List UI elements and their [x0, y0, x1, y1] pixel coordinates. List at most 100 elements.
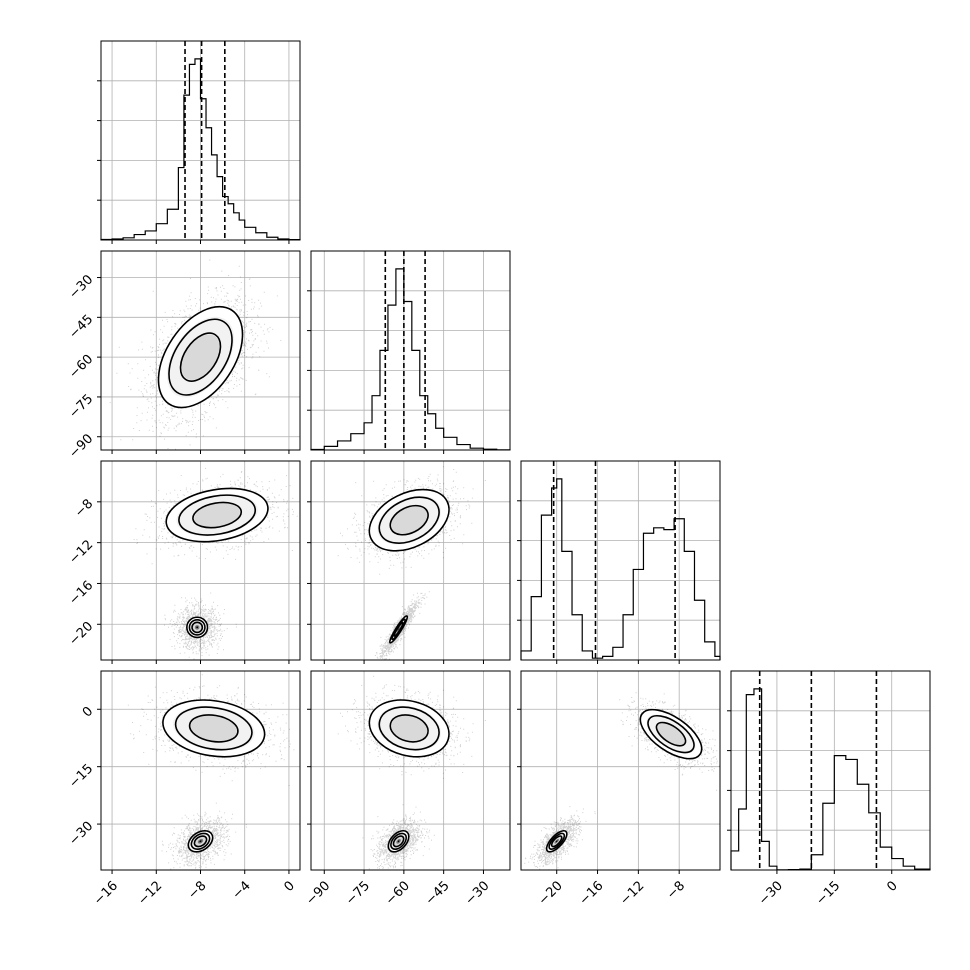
- tick-label-x: −4: [230, 878, 254, 902]
- panel-content: [337, 675, 486, 870]
- tick-label-y: −45: [66, 312, 96, 342]
- tick-label-x: −60: [383, 878, 413, 908]
- density-fill: [391, 715, 428, 742]
- density-fill: [194, 503, 240, 528]
- hist-panel-4-bg: [731, 671, 930, 870]
- density-fill: [199, 840, 202, 843]
- histogram-step: [100, 58, 301, 241]
- tick-label-x: −8: [185, 878, 209, 902]
- scatter-panel-2-4-border: [310, 670, 511, 871]
- panel-content: [133, 467, 298, 660]
- contour-line: [187, 829, 214, 853]
- contour-line: [188, 714, 239, 743]
- tick-label-x: −90: [303, 878, 333, 908]
- contour-line: [393, 621, 404, 637]
- hist-panel-2-border: [310, 250, 511, 451]
- tick-label-x: −16: [577, 878, 607, 908]
- tick-label-y: −20: [66, 619, 96, 649]
- tick-label-y: −15: [66, 761, 96, 791]
- contour-line: [545, 829, 568, 853]
- contour-line: [378, 496, 440, 544]
- contour-line: [192, 501, 243, 529]
- tick-label-x: −8: [664, 878, 688, 902]
- scatter-panel-1-3-border: [100, 460, 301, 661]
- tick-label-x: −20: [536, 878, 566, 908]
- histogram-step: [310, 268, 511, 451]
- tick-label-x: −45: [423, 878, 453, 908]
- hist-panel-2-bg: [311, 251, 510, 450]
- tick-label-y: −30: [66, 272, 96, 302]
- tick-label-x: 0: [282, 878, 298, 894]
- density-fill: [657, 723, 685, 746]
- hist-panel-3-border: [520, 460, 721, 661]
- contour-line: [174, 706, 253, 751]
- tick-label-x: −30: [756, 878, 786, 908]
- tick-label-y: −12: [66, 537, 96, 567]
- hist-panel-3-bg: [521, 461, 720, 660]
- panel-content: [524, 692, 720, 870]
- tick-label-y: −30: [66, 819, 96, 849]
- scatter-panel-2-4: −90 −75 −60 −45 −30: [303, 670, 511, 908]
- contour-line: [389, 714, 429, 743]
- panel-content: [337, 466, 486, 660]
- scatter-panel-2-3: [307, 460, 511, 664]
- density-fill: [181, 334, 220, 380]
- contour-line: [378, 706, 440, 751]
- contour-line: [550, 835, 563, 848]
- scatter-panel-1-3: −20 −16 −12 −8: [66, 460, 301, 664]
- density-fill: [397, 840, 400, 843]
- density-fill: [391, 506, 428, 534]
- histogram-step: [520, 478, 721, 660]
- contour-line: [548, 832, 566, 850]
- tick-label-x: −30: [463, 878, 493, 908]
- tick-label-y: −75: [66, 392, 96, 422]
- tick-label-x: −12: [135, 878, 165, 908]
- scatter-panel-1-4: −16 −12 −8 −4 0 −30 −15 0: [66, 670, 301, 908]
- scatter-panel-3-4-border: [520, 670, 721, 871]
- density-fill: [196, 626, 199, 629]
- density-fill: [555, 840, 558, 843]
- tick-label-x: 0: [884, 878, 900, 894]
- scatter-panel-1-2-border: [100, 250, 301, 451]
- contour-line: [387, 829, 410, 853]
- tick-label-y: −60: [66, 352, 96, 382]
- tick-label-y: −16: [66, 578, 96, 608]
- contour-line: [655, 721, 687, 747]
- contour-line: [392, 835, 405, 848]
- histogram-step: [730, 688, 931, 871]
- tick-label-y: −8: [72, 497, 96, 521]
- scatter-panel-3-4: −20 −16 −12 −8: [517, 670, 721, 908]
- contour-line: [390, 832, 408, 850]
- panel-content: [127, 674, 295, 870]
- hist-panel-2: [307, 250, 511, 454]
- contour-line: [162, 699, 266, 758]
- contour-line: [389, 504, 429, 536]
- panel-content: [109, 259, 282, 450]
- hist-panel-4: −30 −15 0: [727, 670, 931, 908]
- contour-line: [165, 487, 269, 543]
- scatter-panel-1-4-border: [100, 670, 301, 871]
- hist-panel-1: [97, 40, 301, 244]
- hist-panel-3: [517, 460, 721, 664]
- scatter-panel-2-3-border: [310, 460, 511, 661]
- contour-line: [639, 708, 703, 760]
- contour-line: [193, 835, 208, 848]
- hist-panel-4-border: [730, 670, 931, 871]
- contour-line: [179, 332, 222, 382]
- contour-line: [191, 621, 204, 634]
- tick-label-x: −15: [813, 878, 843, 908]
- tick-label-x: −16: [91, 878, 121, 908]
- tick-label-y: 0: [80, 704, 96, 720]
- contour-line: [178, 494, 257, 536]
- density-fill: [397, 628, 400, 631]
- scatter-panel-1-2: −90 −75 −60 −45 −30: [66, 250, 301, 461]
- contour-line: [368, 699, 450, 758]
- tick-label-x: −12: [617, 878, 647, 908]
- contour-line: [647, 714, 695, 754]
- density-fill: [190, 715, 237, 742]
- contour-line: [186, 616, 209, 639]
- tick-label-y: −90: [66, 431, 96, 461]
- tick-label-x: −75: [343, 878, 373, 908]
- contour-line: [190, 832, 211, 850]
